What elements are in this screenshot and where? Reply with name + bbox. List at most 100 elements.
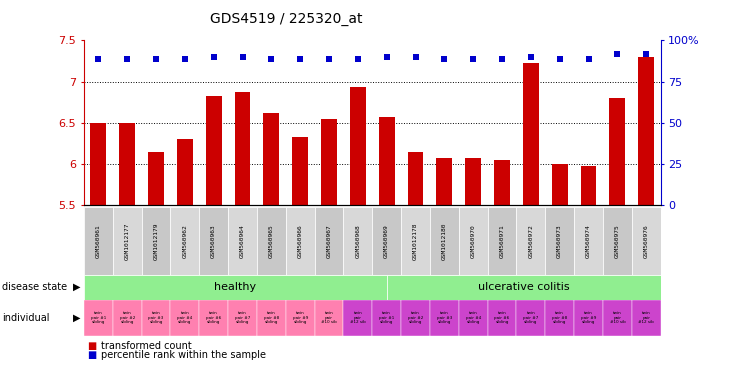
Bar <box>494 160 510 205</box>
Bar <box>580 166 596 205</box>
Bar <box>603 300 632 336</box>
Text: GSM1012178: GSM1012178 <box>413 222 418 260</box>
Bar <box>430 300 458 336</box>
Bar <box>407 152 423 205</box>
Bar <box>343 300 372 336</box>
Text: GSM560971: GSM560971 <box>499 224 504 258</box>
Bar <box>437 157 453 205</box>
Bar <box>372 300 401 336</box>
Text: disease state: disease state <box>2 282 67 292</box>
Bar <box>343 207 372 275</box>
Text: ■: ■ <box>88 341 97 351</box>
Bar <box>610 98 626 205</box>
Text: GSM560973: GSM560973 <box>557 224 562 258</box>
Text: twin
pair #2
sibling: twin pair #2 sibling <box>120 311 135 324</box>
Bar <box>632 207 661 275</box>
Bar <box>91 123 107 205</box>
Bar <box>264 113 280 205</box>
Text: GSM560967: GSM560967 <box>326 224 331 258</box>
Bar <box>285 207 315 275</box>
Bar <box>285 300 315 336</box>
Bar <box>228 207 257 275</box>
Text: transformed count: transformed count <box>101 341 191 351</box>
Bar <box>638 57 654 205</box>
Text: twin
pair
#12 sib: twin pair #12 sib <box>350 311 366 324</box>
Text: GSM560969: GSM560969 <box>384 224 389 258</box>
Text: twin
pair #6
sibling: twin pair #6 sibling <box>494 311 510 324</box>
Bar <box>516 207 545 275</box>
Bar <box>372 207 401 275</box>
Bar <box>574 207 603 275</box>
Text: GSM560974: GSM560974 <box>586 224 591 258</box>
Text: healthy: healthy <box>215 282 256 292</box>
Text: GSM560975: GSM560975 <box>615 224 620 258</box>
Bar <box>552 164 568 205</box>
Text: twin
pair #1
sibling: twin pair #1 sibling <box>91 311 106 324</box>
Bar <box>603 207 632 275</box>
Bar <box>170 207 199 275</box>
Text: GSM560964: GSM560964 <box>240 224 245 258</box>
Text: twin
pair #3
sibling: twin pair #3 sibling <box>437 311 452 324</box>
Bar <box>84 300 112 336</box>
Text: twin
pair #2
sibling: twin pair #2 sibling <box>408 311 423 324</box>
Bar <box>488 207 517 275</box>
Bar <box>142 300 171 336</box>
Text: individual: individual <box>2 313 50 323</box>
Bar <box>234 91 250 205</box>
Text: GSM1012177: GSM1012177 <box>125 222 130 260</box>
Bar <box>257 207 285 275</box>
Bar <box>387 275 661 300</box>
Bar <box>315 300 343 336</box>
Text: twin
pair #4
sibling: twin pair #4 sibling <box>177 311 193 324</box>
Text: twin
pair #8
sibling: twin pair #8 sibling <box>552 311 567 324</box>
Text: percentile rank within the sample: percentile rank within the sample <box>101 350 266 360</box>
Text: twin
pair #3
sibling: twin pair #3 sibling <box>148 311 164 324</box>
Bar <box>315 207 343 275</box>
Text: GSM1012179: GSM1012179 <box>153 222 158 260</box>
Bar <box>632 300 661 336</box>
Bar <box>458 207 488 275</box>
Text: GDS4519 / 225320_at: GDS4519 / 225320_at <box>210 12 362 25</box>
Bar <box>113 207 142 275</box>
Text: GSM560976: GSM560976 <box>644 224 649 258</box>
Bar <box>199 300 228 336</box>
Bar <box>488 300 517 336</box>
Text: twin
pair #8
sibling: twin pair #8 sibling <box>264 311 279 324</box>
Text: twin
pair #1
sibling: twin pair #1 sibling <box>379 311 394 324</box>
Bar <box>142 207 171 275</box>
Text: twin
pair
#12 sib: twin pair #12 sib <box>638 311 654 324</box>
Bar <box>170 300 199 336</box>
Text: twin
pair #7
sibling: twin pair #7 sibling <box>235 311 250 324</box>
Bar <box>177 139 193 205</box>
Text: GSM560972: GSM560972 <box>529 224 534 258</box>
Text: ▶: ▶ <box>73 282 80 292</box>
Bar <box>402 207 430 275</box>
Text: ulcerative colitis: ulcerative colitis <box>478 282 569 292</box>
Bar <box>292 137 308 205</box>
Bar <box>257 300 285 336</box>
Text: GSM1012180: GSM1012180 <box>442 222 447 260</box>
Bar <box>113 300 142 336</box>
Text: twin
pair #4
sibling: twin pair #4 sibling <box>466 311 481 324</box>
Bar <box>84 207 112 275</box>
Text: twin
pair
#10 sib: twin pair #10 sib <box>321 311 337 324</box>
Bar <box>465 157 481 205</box>
Bar <box>458 300 488 336</box>
Text: twin
pair #9
sibling: twin pair #9 sibling <box>581 311 596 324</box>
Text: ■: ■ <box>88 350 97 360</box>
Bar <box>119 123 135 205</box>
Bar <box>545 300 574 336</box>
Text: GSM560962: GSM560962 <box>182 224 188 258</box>
Bar <box>84 275 387 300</box>
Text: GSM560966: GSM560966 <box>298 224 303 258</box>
Text: twin
pair #9
sibling: twin pair #9 sibling <box>293 311 308 324</box>
Text: ▶: ▶ <box>73 313 80 323</box>
Bar <box>321 119 337 205</box>
Text: GSM560963: GSM560963 <box>211 224 216 258</box>
Text: GSM560961: GSM560961 <box>96 224 101 258</box>
Bar <box>574 300 603 336</box>
Bar <box>523 63 539 205</box>
Bar <box>148 152 164 205</box>
Bar <box>206 96 222 205</box>
Bar <box>545 207 574 275</box>
